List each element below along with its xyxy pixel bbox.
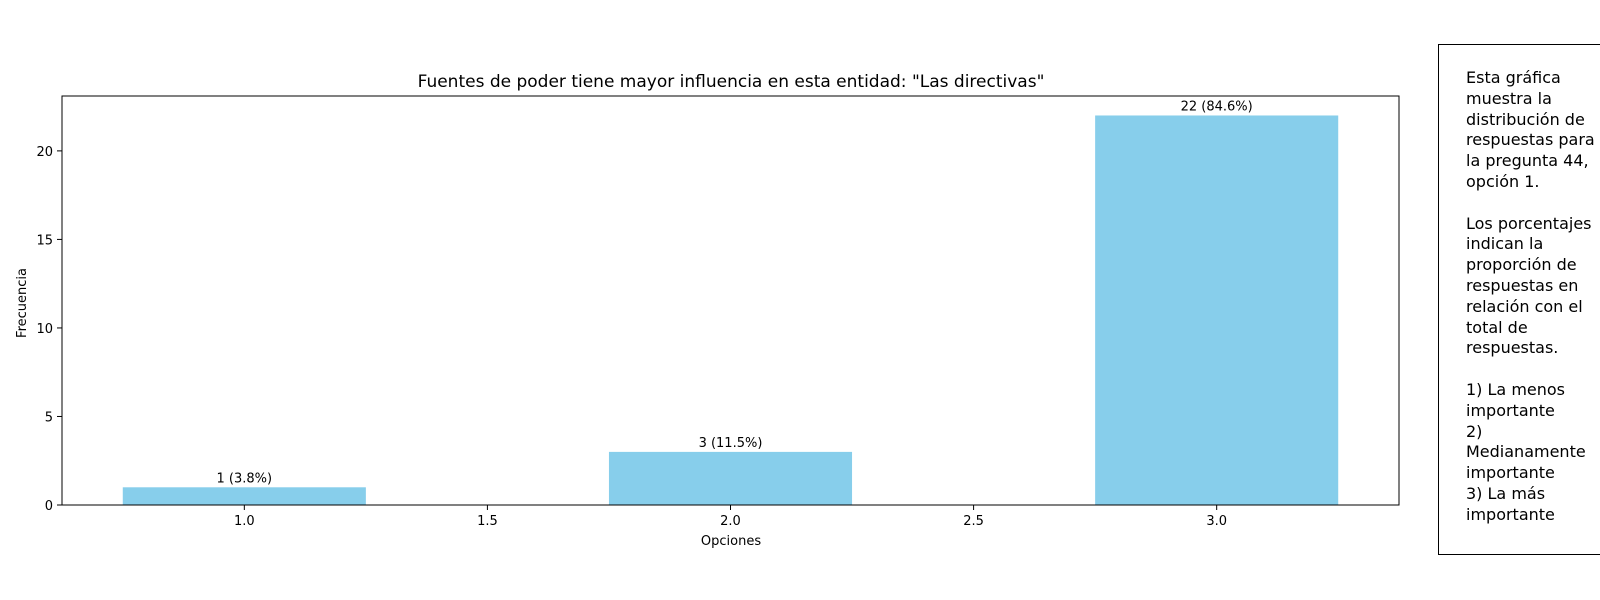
bar-value-label: 1 (3.8%) — [217, 471, 273, 486]
x-tick-label: 2.5 — [963, 514, 984, 529]
y-tick-label: 10 — [36, 322, 53, 337]
x-tick-label: 1.0 — [234, 514, 255, 529]
y-tick-label: 0 — [45, 499, 53, 514]
plot-frame — [61, 95, 1400, 506]
y-tick-label: 20 — [36, 145, 53, 160]
y-axis: 0 5 10 15 20 — [36, 145, 62, 514]
bar — [608, 451, 853, 505]
x-axis: 1.0 1.5 2.0 2.5 3.0 — [234, 505, 1227, 529]
bars-group — [122, 115, 1339, 505]
annotation-box — [1438, 44, 1600, 555]
annotation-text: Esta gráfica muestra la distribución de … — [1466, 68, 1595, 524]
bar — [1095, 115, 1339, 505]
x-tick-label: 1.5 — [477, 514, 498, 529]
y-axis-label: Frecuencia — [15, 268, 30, 338]
x-tick-label: 2.0 — [720, 514, 741, 529]
y-tick-label: 15 — [36, 233, 53, 248]
bar — [122, 487, 366, 505]
chart-title: Fuentes de poder tiene mayor influencia … — [418, 72, 1045, 92]
bar-value-label: 22 (84.6%) — [1181, 99, 1253, 114]
x-axis-label: Opciones — [701, 534, 761, 549]
y-tick-label: 5 — [45, 410, 53, 425]
bar-labels-group: 1 (3.8%) 3 (11.5%) 22 (84.6%) — [217, 99, 1253, 486]
x-tick-label: 3.0 — [1206, 514, 1227, 529]
bar-value-label: 3 (11.5%) — [699, 436, 763, 451]
